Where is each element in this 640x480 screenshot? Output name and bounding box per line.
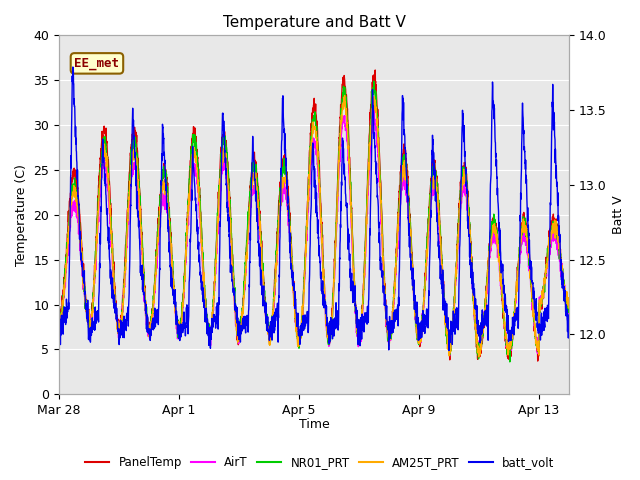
AM25T_PRT (159, 187, 166, 192)
PanelTemp (95, 177, 103, 183)
batt_volt (95, 278, 103, 284)
NR01_PRT (159, 175, 166, 181)
PanelTemp (335, 135, 343, 141)
AirT (446, 352, 454, 358)
PanelTemp (209, 316, 216, 322)
Line: AirT: AirT (59, 110, 569, 355)
AirT (335, 164, 343, 170)
PanelTemp (371, 67, 379, 73)
batt_volt (565, 329, 573, 335)
Title: Temperature and Batt V: Temperature and Batt V (223, 15, 406, 30)
NR01_PRT (95, 190, 103, 196)
batt_volt (336, 255, 344, 261)
AM25T_PRT (340, 93, 348, 98)
NR01_PRT (370, 78, 378, 84)
AM25T_PRT (165, 216, 173, 222)
PanelTemp (534, 358, 541, 364)
PanelTemp (457, 177, 465, 183)
NR01_PRT (209, 318, 216, 324)
AM25T_PRT (565, 302, 573, 308)
Text: EE_met: EE_met (74, 57, 120, 70)
X-axis label: Time: Time (299, 419, 330, 432)
AirT (159, 190, 166, 196)
PanelTemp (165, 205, 173, 211)
PanelTemp (55, 315, 63, 321)
PanelTemp (159, 172, 166, 178)
Line: PanelTemp: PanelTemp (59, 70, 569, 361)
AM25T_PRT (95, 192, 103, 197)
Legend: PanelTemp, AirT, NR01_PRT, AM25T_PRT, batt_volt: PanelTemp, AirT, NR01_PRT, AM25T_PRT, ba… (81, 452, 559, 474)
batt_volt (69, 64, 77, 70)
NR01_PRT (335, 139, 343, 145)
Y-axis label: Temperature (C): Temperature (C) (15, 164, 28, 266)
AM25T_PRT (457, 198, 465, 204)
Line: NR01_PRT: NR01_PRT (59, 81, 569, 362)
NR01_PRT (165, 207, 173, 213)
AM25T_PRT (335, 144, 343, 149)
batt_volt (159, 125, 166, 131)
AirT (55, 318, 63, 324)
AirT (209, 321, 216, 326)
AM25T_PRT (475, 354, 483, 360)
batt_volt (458, 173, 465, 179)
batt_volt (445, 348, 453, 353)
NR01_PRT (55, 315, 63, 321)
PanelTemp (565, 307, 573, 312)
AirT (165, 225, 173, 231)
batt_volt (209, 322, 216, 328)
Line: batt_volt: batt_volt (59, 67, 569, 350)
batt_volt (55, 345, 63, 351)
AM25T_PRT (55, 319, 63, 324)
AirT (95, 204, 103, 210)
AM25T_PRT (209, 309, 216, 315)
NR01_PRT (457, 181, 465, 187)
Y-axis label: Batt V: Batt V (612, 195, 625, 234)
AirT (458, 197, 465, 203)
NR01_PRT (506, 359, 514, 365)
batt_volt (166, 240, 173, 245)
AirT (370, 108, 378, 113)
AirT (565, 295, 573, 301)
Line: AM25T_PRT: AM25T_PRT (59, 96, 569, 357)
NR01_PRT (565, 302, 573, 308)
